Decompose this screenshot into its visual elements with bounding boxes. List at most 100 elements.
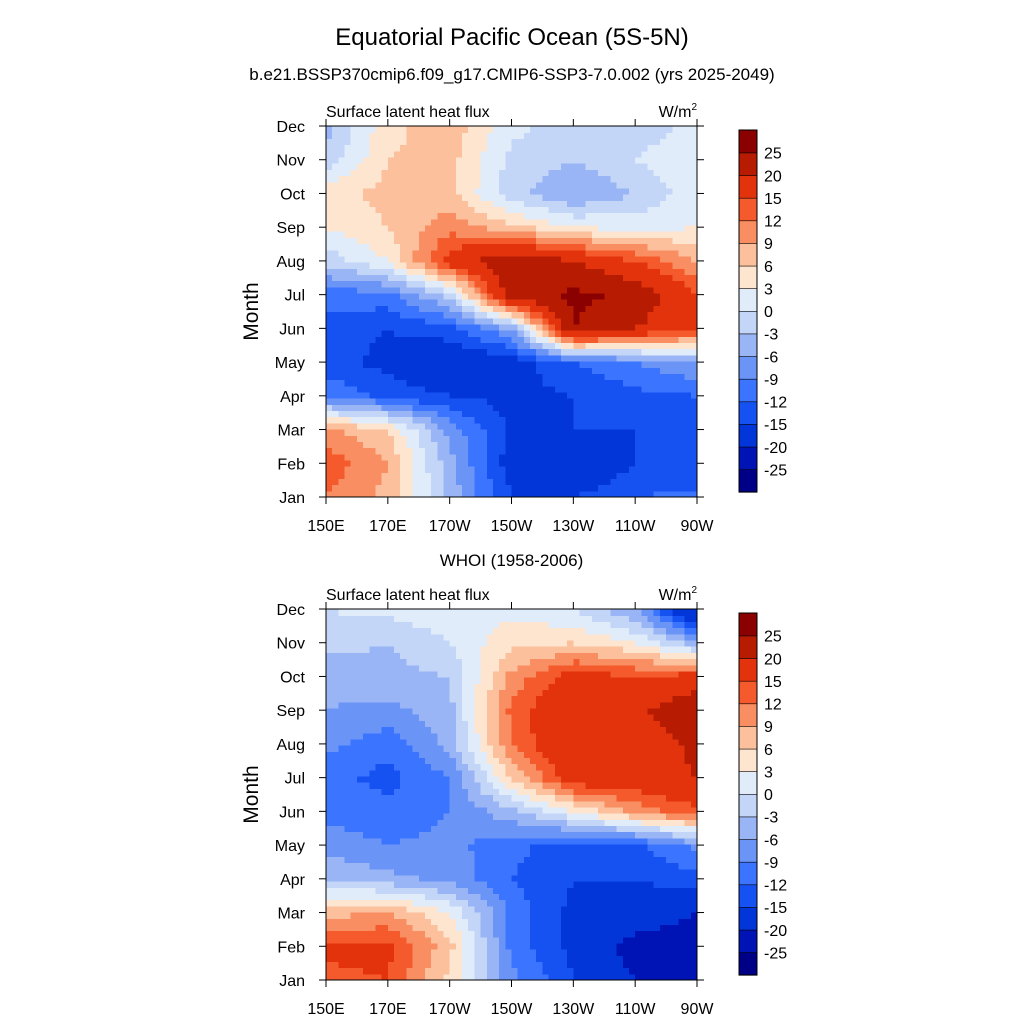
heatmap-cell (586, 441, 593, 448)
heatmap-cell (413, 380, 420, 387)
heatmap-cell (629, 200, 636, 207)
heatmap-cell (604, 380, 611, 387)
heatmap-cell (437, 132, 444, 139)
heatmap-cell (351, 163, 358, 170)
heatmap-cell (338, 324, 345, 331)
heatmap-cell (363, 448, 370, 455)
heatmap-cell (443, 863, 450, 870)
heatmap-cell (505, 145, 512, 152)
heatmap-cell (394, 441, 401, 448)
heatmap-cell (413, 299, 420, 306)
heatmap-cell (580, 417, 587, 424)
heatmap-cell (623, 961, 630, 968)
heatmap-cell (487, 373, 494, 380)
heatmap-cell (456, 906, 463, 913)
heatmap-cell (499, 330, 506, 337)
heatmap-cell (549, 324, 556, 331)
heatmap-cell (413, 312, 420, 319)
heatmap-cell (604, 943, 611, 950)
heatmap-cell (450, 863, 457, 870)
colorbar-swatch (739, 266, 757, 289)
heatmap-cell (678, 281, 685, 288)
heatmap-cell (592, 900, 599, 907)
heatmap-cell (493, 182, 500, 189)
heatmap-cell (648, 213, 655, 220)
heatmap-cell (493, 386, 500, 393)
heatmap-cell (512, 875, 519, 882)
heatmap-cell (592, 163, 599, 170)
heatmap-cell (678, 398, 685, 405)
heatmap-cell (493, 912, 500, 919)
heatmap-cell (363, 250, 370, 257)
heatmap-cell (623, 918, 630, 925)
heatmap-cell (474, 293, 481, 300)
heatmap-cell (382, 392, 389, 399)
heatmap-cell (629, 875, 636, 882)
heatmap-cell (437, 256, 444, 263)
heatmap-cell (542, 417, 549, 424)
heatmap-cell (357, 330, 364, 337)
heatmap-cell (555, 918, 562, 925)
heatmap-cell (641, 373, 648, 380)
heatmap-cell (499, 949, 506, 956)
heatmap-cell (499, 237, 506, 244)
heatmap-cell (592, 231, 599, 238)
heatmap-cell (654, 485, 661, 492)
heatmap-cell (481, 299, 488, 306)
heatmap-cell (524, 349, 531, 356)
heatmap-cell (672, 151, 679, 158)
heatmap-cell (462, 949, 469, 956)
heatmap-cell (419, 423, 426, 430)
heatmap-cell (345, 410, 352, 417)
heatmap-cell (524, 949, 531, 956)
heatmap-cell (561, 875, 568, 882)
heatmap-cell (326, 200, 333, 207)
heatmap-cell (357, 336, 364, 343)
heatmap-cell (580, 912, 587, 919)
heatmap-cell (610, 299, 617, 306)
heatmap-cell (617, 850, 624, 857)
heatmap-cell (332, 454, 339, 461)
heatmap-cell (425, 485, 432, 492)
heatmap-cell (524, 145, 531, 152)
heatmap-cell (617, 435, 624, 442)
heatmap-cell (338, 404, 345, 411)
heatmap-cell (363, 863, 370, 870)
heatmap-cell (450, 138, 457, 145)
heatmap-cell (648, 281, 655, 288)
heatmap-cell (555, 318, 562, 325)
heatmap-cell (394, 206, 401, 213)
heatmap-cell (518, 448, 525, 455)
heatmap-cell (481, 441, 488, 448)
y-axis-label: Month (240, 282, 263, 340)
y-tick-label: Feb (277, 456, 305, 473)
heatmap-cell (413, 404, 420, 411)
heatmap-cell (654, 349, 661, 356)
heatmap-cell (685, 906, 692, 913)
heatmap-cell (629, 398, 636, 405)
heatmap-cell (388, 943, 395, 950)
heatmap-cell (573, 485, 580, 492)
heatmap-cell (524, 454, 531, 461)
heatmap-cell (394, 912, 401, 919)
heatmap-cell (592, 324, 599, 331)
heatmap-cell (413, 256, 420, 263)
heatmap-cell (561, 417, 568, 424)
heatmap-cell (450, 893, 457, 900)
heatmap-cell (388, 268, 395, 275)
heatmap-cell (654, 429, 661, 436)
heatmap-cell (462, 881, 469, 888)
heatmap-cell (431, 151, 438, 158)
heatmap-cell (493, 188, 500, 195)
heatmap-cell (641, 380, 648, 387)
heatmap-cell (443, 250, 450, 257)
heatmap-cell (462, 237, 469, 244)
heatmap-cell (512, 386, 519, 393)
heatmap-cell (505, 893, 512, 900)
heatmap-cell (400, 448, 407, 455)
heatmap-cell (443, 937, 450, 944)
heatmap-cell (654, 200, 661, 207)
heatmap-cell (332, 287, 339, 294)
heatmap-cell (629, 931, 636, 938)
heatmap-cell (382, 318, 389, 325)
